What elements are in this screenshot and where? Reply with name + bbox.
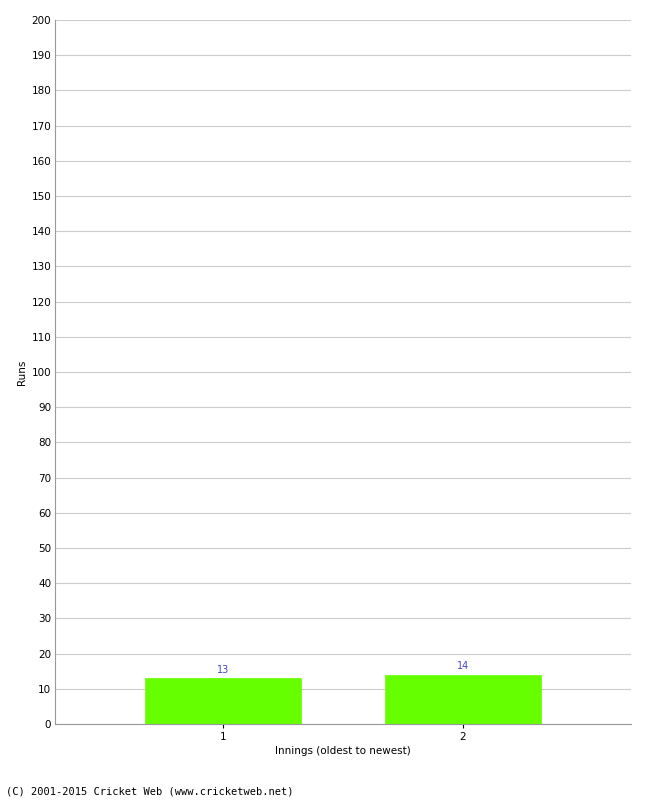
- Text: (C) 2001-2015 Cricket Web (www.cricketweb.net): (C) 2001-2015 Cricket Web (www.cricketwe…: [6, 786, 294, 796]
- Bar: [145, 678, 301, 724]
- Text: 14: 14: [456, 661, 469, 671]
- Y-axis label: Runs: Runs: [17, 359, 27, 385]
- Bar: [385, 674, 541, 724]
- Text: 13: 13: [217, 665, 229, 674]
- X-axis label: Innings (oldest to newest): Innings (oldest to newest): [275, 746, 411, 757]
